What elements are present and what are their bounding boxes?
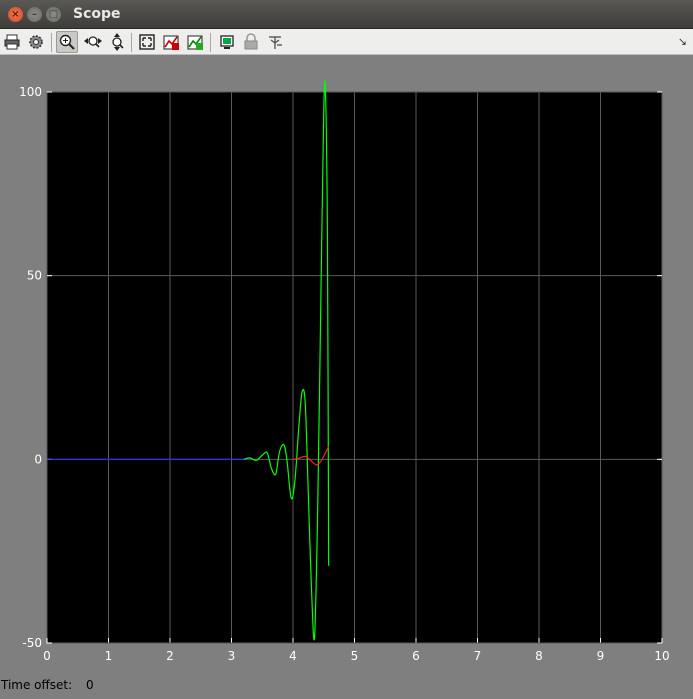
window-title: Scope — [73, 6, 121, 22]
series-line-1 — [243, 80, 330, 641]
y-tick-label: 100 — [19, 85, 42, 99]
zoom-x-button[interactable] — [82, 31, 104, 53]
toolbar: ↘ — [0, 29, 693, 55]
zoom-y-button[interactable] — [106, 31, 128, 53]
x-tick-label: 10 — [654, 649, 669, 663]
zoom-in-button[interactable] — [56, 31, 78, 53]
autoscale-button[interactable] — [136, 31, 158, 53]
minimize-icon: – — [32, 9, 37, 20]
y-tick-label: 50 — [27, 269, 42, 283]
close-button[interactable]: × — [8, 7, 23, 22]
x-tick-label: 6 — [412, 649, 420, 663]
save-axes-icon — [163, 35, 179, 50]
save-axes-button[interactable] — [160, 31, 182, 53]
signal-selection-button[interactable] — [264, 31, 286, 53]
series-line-2 — [292, 446, 330, 466]
x-tick-label: 3 — [228, 649, 236, 663]
toolbar-separator — [131, 33, 132, 52]
y-tick-label: -50 — [22, 636, 42, 650]
restore-axes-button[interactable] — [184, 31, 206, 53]
toolbar-separator — [51, 33, 52, 52]
x-tick-label: 8 — [535, 649, 543, 663]
autoscale-icon — [139, 34, 155, 50]
settings-button[interactable] — [25, 31, 47, 53]
x-tick-label: 0 — [43, 649, 51, 663]
zoom-x-icon — [84, 36, 102, 48]
plot-area: 0 1 2 3 4 5 6 7 8 9 10 100 50 0 -50 — [0, 58, 693, 673]
signal-selection-icon — [269, 36, 282, 49]
x-tick-label: 1 — [105, 649, 113, 663]
x-tick-label: 4 — [289, 649, 297, 663]
time-offset-label: Time offset: — [1, 678, 73, 692]
zoom-y-icon — [112, 33, 124, 51]
print-button[interactable] — [1, 31, 23, 53]
status-bar: Time offset: 0 — [0, 674, 693, 699]
x-tick-label: 5 — [351, 649, 359, 663]
zoom-in-icon — [59, 34, 75, 50]
floating-scope-icon — [220, 35, 234, 49]
floating-scope-button[interactable] — [216, 31, 238, 53]
time-offset-value: 0 — [86, 678, 94, 692]
settings-icon — [29, 35, 43, 49]
minimize-button[interactable]: – — [27, 7, 42, 22]
x-tick-label: 9 — [597, 649, 605, 663]
lock-icon — [244, 33, 258, 50]
toolbar-separator — [210, 33, 211, 52]
toolbar-overflow-icon[interactable]: ↘ — [677, 35, 687, 48]
y-tick-label: 0 — [34, 452, 42, 466]
restore-axes-icon — [187, 35, 203, 50]
x-tick-label: 2 — [166, 649, 174, 663]
title-bar[interactable]: × – □ Scope — [0, 0, 693, 29]
close-icon: × — [11, 9, 20, 20]
lock-button[interactable] — [240, 31, 262, 53]
maximize-icon: □ — [48, 9, 59, 20]
print-icon — [4, 34, 20, 50]
maximize-button[interactable]: □ — [46, 7, 61, 22]
x-tick-label: 7 — [474, 649, 482, 663]
